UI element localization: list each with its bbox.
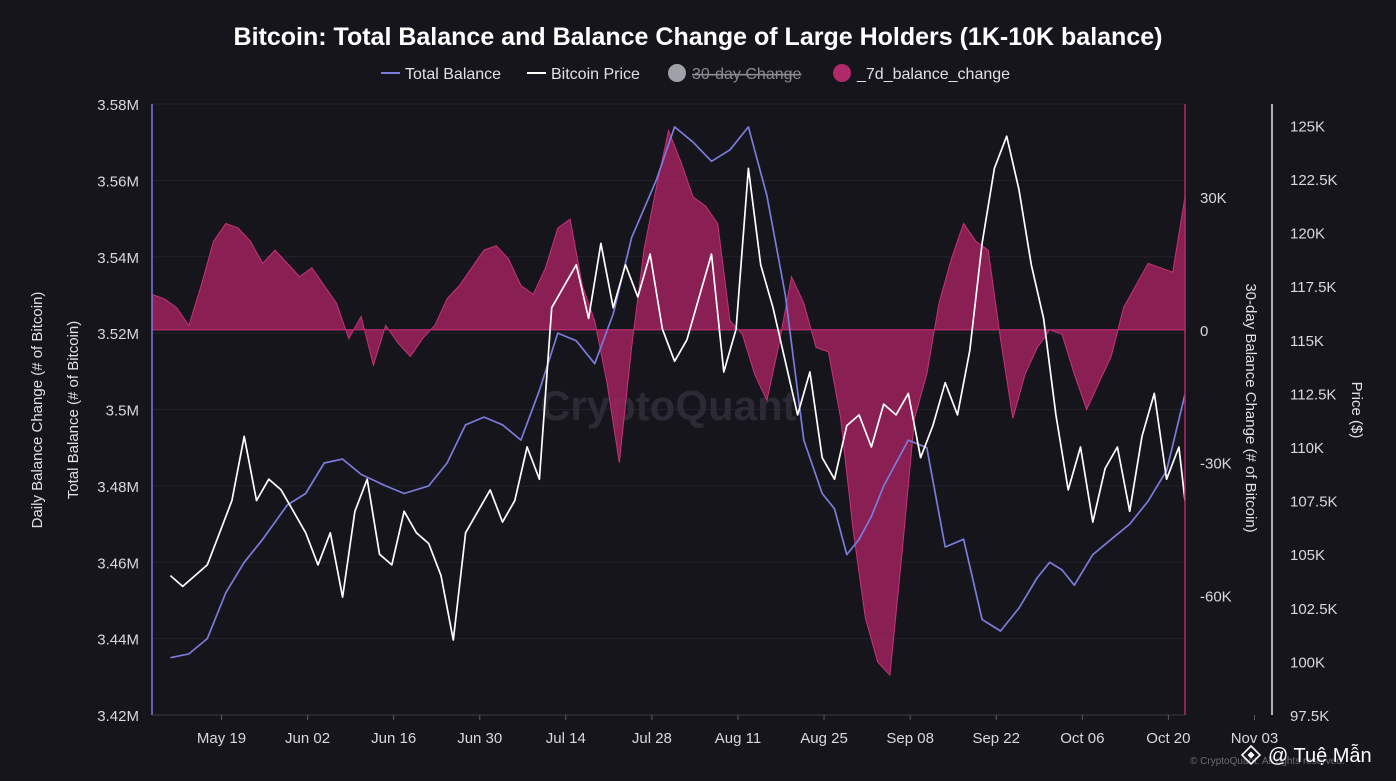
x-tick-label-4: Jul 14 xyxy=(546,730,586,747)
price-tick-label-11: 125K xyxy=(1290,118,1325,135)
price-tick-label-4: 107.5K xyxy=(1290,494,1338,511)
change-tick-label-2: -30K xyxy=(1200,456,1232,473)
price-tick-label-10: 122.5K xyxy=(1290,172,1338,189)
left-tick-label-0: 3.42M xyxy=(97,708,139,725)
x-axis-ticks: May 19 Jun 02 Jun 16 Jun 30 Jul 14 Jul 28 Aug … xyxy=(197,715,1278,747)
price-tick-label-6: 112.5K xyxy=(1290,386,1336,403)
left-axis-ticks: 3.42M 3.44M 3.46M 3.48M 3.5M 3.52M 3.54M 3.56M 3… xyxy=(97,97,139,725)
x-tick-label-0: May 19 xyxy=(197,730,246,747)
price-tick-label-3: 105K xyxy=(1290,547,1325,564)
x-tick-label-2: Jun 16 xyxy=(371,730,416,747)
left-tick-label-6: 3.54M xyxy=(97,250,139,267)
price-tick-label-8: 117.5K xyxy=(1290,279,1336,296)
left-tick-label-5: 3.52M xyxy=(97,326,139,343)
left-outer-axis-title: Daily Balance Change (# of Bitcoin) xyxy=(29,292,46,529)
price-tick-label-7: 115K xyxy=(1290,333,1324,350)
legend-swatch-2[interactable] xyxy=(668,64,686,82)
x-tick-label-9: Sep 22 xyxy=(972,730,1020,747)
legend-label-3[interactable]: _7d_balance_change xyxy=(856,66,1010,83)
copyright-credit: © CryptoQuant. All rights reserved. xyxy=(1190,756,1345,767)
change-axis-title: 30-day Balance Change (# of Bitcoin) xyxy=(1242,283,1259,532)
x-tick-label-12: Nov 03 xyxy=(1231,730,1279,747)
price-tick-label-5: 110K xyxy=(1290,440,1324,457)
author-handle: @ Tuệ Mẫn xyxy=(1268,744,1372,767)
legend-label-2[interactable]: 30-day Change xyxy=(692,66,802,83)
price-axis-ticks: 97.5K 100K 102.5K 105K 107.5K 110K 112.5K 115K 1… xyxy=(1290,118,1338,725)
x-tick-label-8: Sep 08 xyxy=(886,730,934,747)
series-area-7d-balance-change xyxy=(152,128,1185,677)
legend-swatch-3[interactable] xyxy=(833,64,851,82)
legend-label-0[interactable]: Total Balance xyxy=(405,66,501,83)
chart-title: Bitcoin: Total Balance and Balance Chang… xyxy=(234,23,1163,51)
left-axis-title: Total Balance (# of Bitcoin) xyxy=(65,321,82,499)
x-tick-label-11: Oct 20 xyxy=(1146,730,1190,747)
price-tick-label-0: 97.5K xyxy=(1290,708,1329,725)
change-tick-label-1: 0 xyxy=(1200,323,1208,340)
change-tick-label-3: -60K xyxy=(1200,588,1232,605)
watermark: CryptoQuant xyxy=(540,382,797,429)
left-tick-label-2: 3.46M xyxy=(97,555,139,572)
x-tick-label-7: Aug 25 xyxy=(800,730,848,747)
x-tick-label-6: Aug 11 xyxy=(715,730,761,747)
legend-label-1[interactable]: Bitcoin Price xyxy=(551,66,640,83)
price-tick-label-1: 100K xyxy=(1290,654,1325,671)
change-axis-ticks: 30K 0 -30K -60K xyxy=(1200,190,1232,605)
price-axis-title: Price ($) xyxy=(1348,382,1365,439)
price-tick-label-9: 120K xyxy=(1290,226,1325,243)
x-tick-label-10: Oct 06 xyxy=(1060,730,1104,747)
left-tick-label-4: 3.5M xyxy=(106,403,139,420)
x-tick-label-3: Jun 30 xyxy=(457,730,502,747)
series-line-bitcoin-price xyxy=(169,135,1185,641)
left-tick-label-3: 3.48M xyxy=(97,479,139,496)
balance-change-area xyxy=(152,128,1185,677)
change-tick-label-0: 30K xyxy=(1200,190,1227,207)
series-lines xyxy=(169,126,1185,659)
x-tick-label-1: Jun 02 xyxy=(285,730,330,747)
binance-logo-icon xyxy=(1240,744,1262,766)
price-tick-label-2: 102.5K xyxy=(1290,601,1338,618)
legend: Total Balance Bitcoin Price 30-day Change _… xyxy=(381,64,1010,83)
x-tick-label-5: Jul 28 xyxy=(632,730,672,747)
left-tick-label-7: 3.56M xyxy=(97,173,139,190)
left-tick-label-8: 3.58M xyxy=(97,97,139,114)
series-line-total-balance xyxy=(170,126,1185,659)
left-tick-label-1: 3.44M xyxy=(97,632,139,649)
